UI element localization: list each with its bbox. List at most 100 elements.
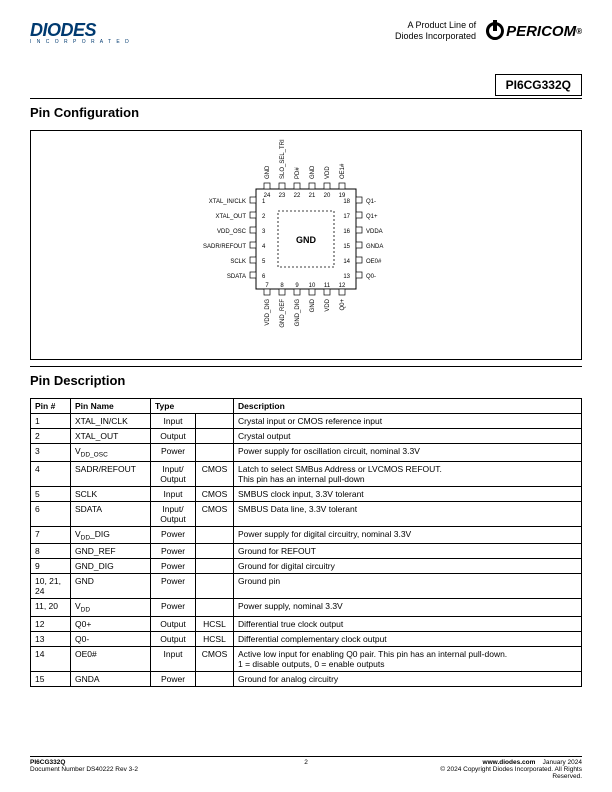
table-cell xyxy=(196,574,234,599)
svg-text:17: 17 xyxy=(343,214,350,220)
table-cell: Input xyxy=(151,414,196,429)
table-row: 2XTAL_OUTOutputCrystal output xyxy=(31,429,582,444)
svg-text:16: 16 xyxy=(343,229,350,235)
svg-text:21: 21 xyxy=(309,193,316,199)
table-cell xyxy=(196,444,234,462)
chip-diagram: GND 1XTAL_IN/CLK2XTAL_OUT3VDD_OSC4SADR/R… xyxy=(186,137,426,355)
table-cell: CMOS xyxy=(196,486,234,501)
table-cell: Power xyxy=(151,544,196,559)
table-cell: SCLK xyxy=(71,486,151,501)
table-row: 8GND_REFPowerGround for REFOUT xyxy=(31,544,582,559)
table-cell: HCSL xyxy=(196,617,234,632)
table-cell: Power xyxy=(151,444,196,462)
pericom-logo: PERICOM® xyxy=(484,20,582,42)
table-row: 4SADR/REFOUTInput/OutputCMOSLatch to sel… xyxy=(31,461,582,486)
table-cell: Q0- xyxy=(71,632,151,647)
table-cell: Differential true clock output xyxy=(234,617,582,632)
table-cell: SMBUS Data line, 3.3V tolerant xyxy=(234,501,582,526)
table-cell: Input/Output xyxy=(151,501,196,526)
table-cell: XTAL_IN/CLK xyxy=(71,414,151,429)
section-pin-desc-title: Pin Description xyxy=(30,373,582,388)
table-cell: Output xyxy=(151,617,196,632)
table-cell: OE0# xyxy=(71,647,151,672)
table-cell: GND_DIG xyxy=(71,559,151,574)
table-cell xyxy=(196,559,234,574)
table-cell: 7 xyxy=(31,526,71,544)
footer-part: PI6CG332Q xyxy=(30,759,190,766)
svg-text:VDD: VDD xyxy=(325,298,331,311)
table-cell: HCSL xyxy=(196,632,234,647)
svg-text:GND: GND xyxy=(310,165,316,179)
svg-text:1: 1 xyxy=(262,199,266,205)
table-cell: 14 xyxy=(31,647,71,672)
svg-text:VDD_DIG: VDD_DIG xyxy=(265,299,271,326)
table-cell: Differential complementary clock output xyxy=(234,632,582,647)
header-right: A Product Line of Diodes Incorporated PE… xyxy=(395,20,582,42)
th-type: Type xyxy=(151,399,234,414)
svg-text:15: 15 xyxy=(343,244,350,250)
svg-text:OE1#: OE1# xyxy=(340,163,346,179)
svg-text:3: 3 xyxy=(262,229,266,235)
table-cell: Power supply, nominal 3.3V xyxy=(234,599,582,617)
footer-right: www.diodes.com January 2024 © 2024 Copyr… xyxy=(422,759,582,780)
th-desc: Description xyxy=(234,399,582,414)
table-cell: Power supply for digital circuitry, nomi… xyxy=(234,526,582,544)
table-cell: XTAL_OUT xyxy=(71,429,151,444)
table-cell: 10, 21, 24 xyxy=(31,574,71,599)
table-row: 13Q0-OutputHCSLDifferential complementar… xyxy=(31,632,582,647)
svg-text:GND: GND xyxy=(265,165,271,179)
svg-text:6: 6 xyxy=(262,274,266,280)
svg-text:12: 12 xyxy=(339,283,346,289)
svg-text:5: 5 xyxy=(262,259,266,265)
table-cell: Power supply for oscillation circuit, no… xyxy=(234,444,582,462)
diodes-logo-text: DIODES xyxy=(30,20,131,41)
pericom-text: PERICOM xyxy=(506,23,576,40)
table-row: 14OE0#InputCMOSActive low input for enab… xyxy=(31,647,582,672)
table-cell: VDD xyxy=(71,599,151,617)
page-footer: PI6CG332Q Document Number DS40222 Rev 3-… xyxy=(30,756,582,780)
pin-description-table-wrap: Pin # Pin Name Type Description 1XTAL_IN… xyxy=(30,398,582,687)
svg-text:9: 9 xyxy=(295,283,299,289)
page-header: DIODES I N C O R P O R A T E D A Product… xyxy=(30,20,582,68)
svg-text:20: 20 xyxy=(324,193,331,199)
svg-text:VDD_OSC: VDD_OSC xyxy=(217,229,247,235)
table-cell xyxy=(196,599,234,617)
table-cell: Power xyxy=(151,574,196,599)
table-cell: Active low input for enabling Q0 pair. T… xyxy=(234,647,582,672)
table-row: 3VDD_OSCPowerPower supply for oscillatio… xyxy=(31,444,582,462)
table-cell xyxy=(196,429,234,444)
section-pin-config-title: Pin Configuration xyxy=(30,105,582,120)
svg-text:GND_DIG: GND_DIG xyxy=(295,299,301,327)
chip-center-label: GND xyxy=(296,235,317,245)
svg-text:Q0-: Q0- xyxy=(366,274,376,280)
svg-text:19: 19 xyxy=(339,193,346,199)
table-cell: CMOS xyxy=(196,647,234,672)
product-line-text: A Product Line of Diodes Incorporated xyxy=(395,20,476,42)
svg-text:SDATA: SDATA xyxy=(227,274,246,280)
th-name: Pin Name xyxy=(71,399,151,414)
table-cell: 15 xyxy=(31,672,71,687)
table-row: 7VDD_DIGPowerPower supply for digital ci… xyxy=(31,526,582,544)
table-cell: 12 xyxy=(31,617,71,632)
table-row: 12Q0+OutputHCSLDifferential true clock o… xyxy=(31,617,582,632)
svg-text:23: 23 xyxy=(279,193,286,199)
svg-text:10: 10 xyxy=(309,283,316,289)
table-cell: 5 xyxy=(31,486,71,501)
table-cell: Power xyxy=(151,559,196,574)
table-cell: SMBUS clock input, 3.3V tolerant xyxy=(234,486,582,501)
table-cell: Power xyxy=(151,526,196,544)
table-cell: Ground for REFOUT xyxy=(234,544,582,559)
table-cell: Ground for analog circuitry xyxy=(234,672,582,687)
footer-page: 2 xyxy=(190,759,422,780)
table-cell: Power xyxy=(151,599,196,617)
svg-text:VDDA: VDDA xyxy=(366,229,383,235)
part-number-box: PI6CG332Q xyxy=(495,74,582,96)
table-cell: 11, 20 xyxy=(31,599,71,617)
svg-text:SLO_SEL_TRI: SLO_SEL_TRI xyxy=(280,139,286,179)
th-pin: Pin # xyxy=(31,399,71,414)
table-cell: Input/Output xyxy=(151,461,196,486)
table-cell: GND_REF xyxy=(71,544,151,559)
table-cell: GNDA xyxy=(71,672,151,687)
table-cell: Input xyxy=(151,647,196,672)
footer-date: January 2024 xyxy=(543,759,582,766)
